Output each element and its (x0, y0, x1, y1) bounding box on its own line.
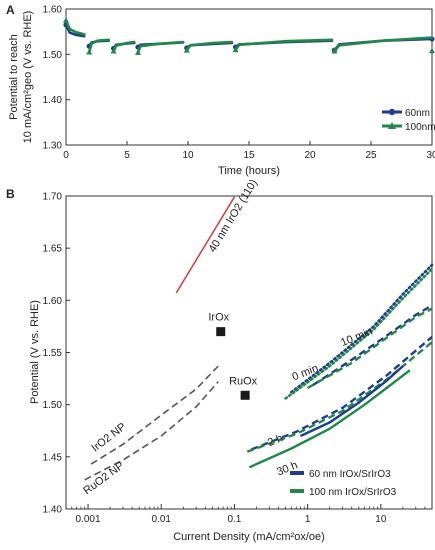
series-100nm-segment (333, 36, 434, 53)
series-100nm-marker (63, 17, 69, 23)
panel-a-ytick-label: 1.30 (43, 141, 63, 152)
series-60-nm-irox-sriro3-30-h-line (299, 365, 404, 438)
point-irox-marker (216, 327, 226, 337)
panel-a-xlabel: Time (hours) (218, 165, 280, 177)
point-ruox-label: RuOx (229, 375, 258, 387)
series-100-nm-irox-sriro3-30-h-line (248, 369, 411, 469)
panel-a-xtick-label: 0 (63, 150, 69, 161)
panel-b-ylabel: Potential (V vs. RHE) (29, 300, 41, 404)
panel-b-xtick-label: 0.001 (76, 514, 101, 525)
panel-a-series (63, 17, 435, 55)
panel-a-ytick-label: 1.50 (43, 50, 63, 61)
panel-b-ticks: 0.001 0.01 0.1 1 10 1.40 1.45 1.50 1.55 1.60 1.65 1… (43, 192, 433, 525)
panel-b-legend: 60 nm IrOx/SrIrO3 100 nm IrOx/SrIrO3 (290, 469, 397, 498)
panel-b-ytick-label: 1.45 (43, 452, 63, 463)
panel-b-xtick-label: 0.01 (152, 514, 172, 525)
series-100nm-marker (86, 48, 93, 55)
panel-b-xtick-label: 0.1 (227, 514, 241, 525)
panel-a-ylabel-line2: 10 mA/cm²geo (V vs. RHE) (22, 11, 34, 144)
panel-b-ytick-label: 1.50 (43, 400, 63, 411)
legend-label-100nm-b: 100 nm IrOx/SrIrO3 (309, 487, 397, 498)
panel-b-xlabel: Current Density (mA/cm²ox/oe) (173, 531, 325, 543)
series-100-nm-irox-sriro3-10-min-line (307, 307, 433, 390)
panel-a-label: A (6, 3, 15, 17)
panel-a-xtick-label: 30 (426, 150, 435, 161)
panel-b-points: IrOx RuOx (208, 312, 258, 400)
panel-a-legend: 60nm 100nm (382, 108, 435, 133)
panel-a-frame (65, 8, 433, 146)
panel-a-xtick-label: 25 (365, 150, 377, 161)
legend-label-60nm-b: 60 nm IrOx/SrIrO3 (309, 469, 391, 480)
legend-marker-100nm (388, 122, 396, 129)
series-100nm-marker (134, 49, 141, 55)
series-100nm-segment (185, 40, 234, 52)
annotation-30-h: 30 h (275, 459, 299, 478)
point-irox-label: IrOx (208, 312, 229, 324)
reference-40-nm-iro2-110-line (175, 196, 236, 294)
panel-b-ytick-label: 1.70 (43, 192, 63, 203)
series-60nm-segment (64, 23, 86, 38)
legend-label-60nm: 60nm (405, 108, 430, 119)
series-100nm-segment (136, 40, 185, 54)
reference-iro2-np-line (90, 365, 219, 465)
panel-a-xtick-label: 20 (304, 150, 316, 161)
series-100-nm-irox-sriro3-0-min-line (284, 267, 434, 400)
panel-b-ytick-label: 1.65 (43, 244, 63, 255)
panel-a-ytick-label: 1.60 (43, 5, 63, 16)
panel-a-xtick-label: 10 (182, 150, 194, 161)
series-60-nm-irox-sriro3-10-min-line (312, 304, 433, 386)
reference-40-nm-iro2-110-label: 40 nm IrO2 (110) (207, 177, 260, 254)
series-100nm-marker (183, 47, 190, 53)
legend-marker-60nm (388, 108, 396, 116)
panel-a-ticks: 0 5 10 15 20 25 30 1.30 1.40 1.50 1.60 (43, 5, 435, 162)
reference-ruo2-np-line (84, 381, 219, 481)
annotation-10-min: 10 min (339, 326, 374, 349)
panel-b: B 0.001 0.01 0.1 1 10 1.40 1.45 1.50 1.55 1.60 1.6… (6, 177, 434, 543)
series-60-nm-irox-sriro3-0-min-line (290, 263, 434, 394)
panel-b-series (246, 263, 434, 469)
panel-a-ylabel-line1: Potential to reach (8, 34, 20, 120)
series-100nm-marker (110, 47, 117, 54)
panel-a: A 0 5 10 15 20 25 30 1.30 1.40 1.50 1.60 Potential… (6, 3, 435, 177)
panel-b-ytick-label: 1.40 (43, 505, 63, 516)
panel-b-ytick-label: 1.60 (43, 296, 63, 307)
annotation-2-h: 2 h (266, 432, 285, 449)
series-100nm-segment (234, 38, 334, 52)
series-100nm-marker (232, 46, 239, 53)
panel-b-ytick-label: 1.55 (43, 348, 63, 359)
series-100nm-segment (87, 38, 110, 54)
panel-b-xtick-label: 10 (375, 514, 387, 525)
series-100nm-segment (112, 40, 136, 53)
series-100nm-segment (64, 19, 86, 36)
panel-a-xtick-label: 15 (243, 150, 255, 161)
panel-b-label: B (6, 187, 15, 201)
panel-b-xtick-label: 1 (305, 514, 311, 525)
series-60-nm-irox-sriro3-2-h-line (250, 335, 433, 451)
series-100nm-marker (429, 47, 435, 54)
series-100nm-marker (331, 47, 338, 54)
point-ruox-marker (240, 390, 250, 400)
panel-a-xtick-label: 5 (124, 150, 130, 161)
reference-iro2-np-label: IrO2 NP (90, 421, 129, 455)
panel-a-ytick-label: 1.40 (43, 95, 63, 106)
legend-label-100nm: 100nm (405, 122, 435, 133)
